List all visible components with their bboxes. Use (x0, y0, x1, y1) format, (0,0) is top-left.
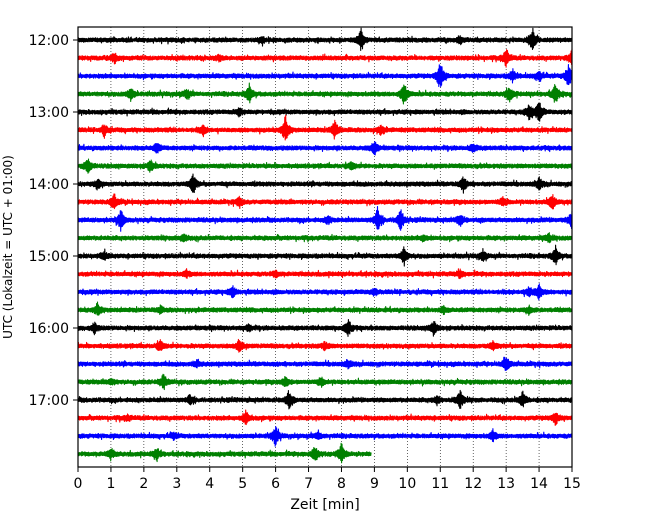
x-axis-ticks: 0 1 2 3 4 5 6 7 8 9 10 11 12 13 14 15 (74, 467, 581, 492)
x-tick-label: 12 (464, 476, 482, 492)
seismogram-trace (77, 244, 573, 267)
seismogram-trace (77, 409, 573, 426)
x-tick-label: 13 (497, 476, 515, 492)
x-tick-label: 7 (304, 476, 313, 492)
seismogram-trace (77, 205, 573, 232)
seismogram-trace (77, 232, 573, 244)
seismogram-trace (77, 27, 573, 52)
x-tick-label: 0 (74, 476, 83, 492)
plot-frame (77, 26, 573, 468)
x-tick-label: 8 (337, 476, 346, 492)
x-tick-label: 4 (205, 476, 214, 492)
y-axis-ticks: 12:00 13:00 14:00 15:00 16:00 17:00 (29, 33, 78, 409)
seismogram-trace (77, 389, 573, 410)
seismogram-trace (77, 373, 573, 391)
x-tick-label: 11 (431, 476, 449, 492)
y-axis-label: UTC (Lokalzeit = UTC + 01:00) (1, 155, 15, 339)
seismogram-trace (77, 319, 573, 337)
x-tick-label: 15 (563, 476, 581, 492)
x-tick-label: 3 (172, 476, 181, 492)
seismogram-trace (77, 173, 573, 194)
seismogram-trace (77, 64, 573, 88)
y-tick-label: 16:00 (29, 321, 69, 337)
seismogram-trace (77, 301, 573, 316)
y-tick-label: 14:00 (29, 177, 69, 193)
x-tick-label: 5 (238, 476, 247, 492)
seismogram-trace (77, 82, 573, 105)
y-tick-label: 13:00 (29, 105, 69, 121)
seismogram-trace (77, 102, 573, 122)
x-tick-label: 14 (530, 476, 548, 492)
x-tick-label: 6 (271, 476, 280, 492)
seismogram-trace (77, 158, 573, 174)
y-tick-label: 15:00 (29, 249, 69, 265)
seismogram-trace (77, 425, 573, 447)
x-tick-label: 1 (106, 476, 115, 492)
seismogram-trace (77, 442, 372, 464)
seismogram-trace (77, 193, 573, 210)
seismogram-trace (77, 268, 573, 280)
x-tick-label: 2 (139, 476, 148, 492)
y-tick-label: 17:00 (29, 393, 69, 409)
trace-group (77, 27, 573, 464)
seismogram-trace (77, 114, 573, 141)
x-tick-label: 9 (370, 476, 379, 492)
x-axis-label: Zeit [min] (290, 497, 359, 513)
seismogram-trace (77, 48, 573, 68)
seismogram-trace (77, 141, 573, 156)
seismogram-trace (77, 338, 573, 353)
vertical-grid (110, 27, 540, 467)
seismogram-trace (77, 356, 573, 371)
y-tick-label: 12:00 (29, 33, 69, 49)
x-tick-label: 10 (398, 476, 416, 492)
seismogram-trace (77, 283, 573, 301)
